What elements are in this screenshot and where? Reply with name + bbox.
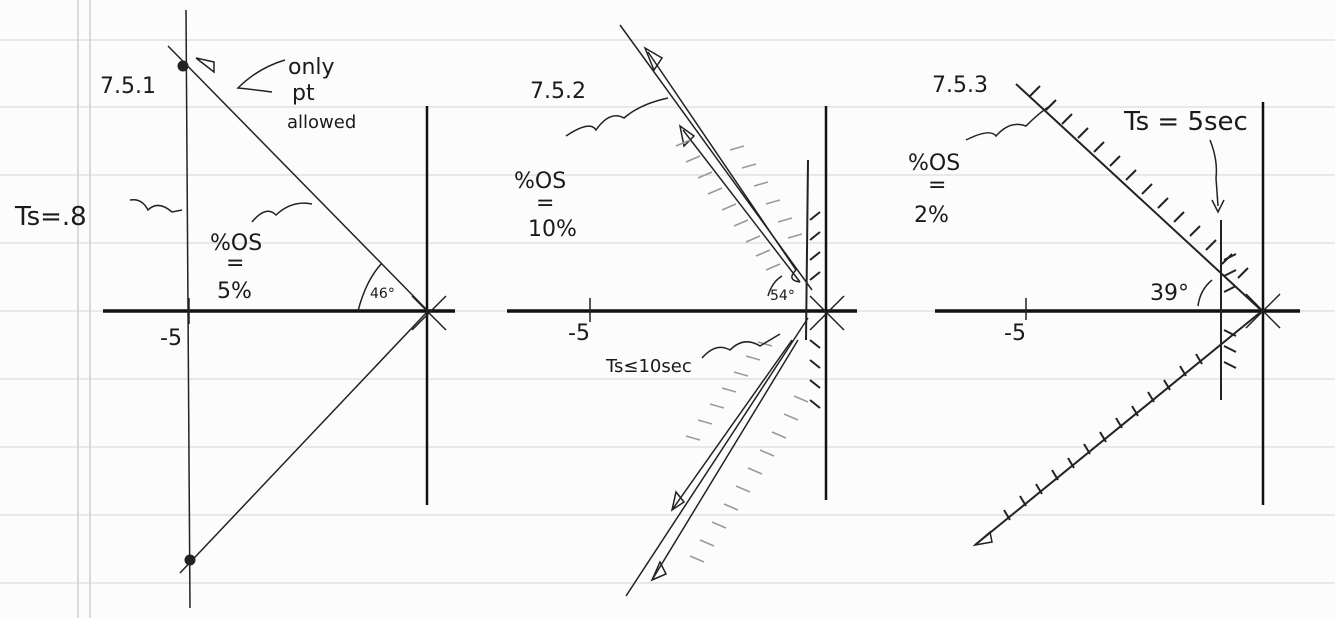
problem-label: 7.5.2 [530,79,586,104]
origin-cross [411,295,447,331]
problem-label: 7.5.1 [100,74,156,99]
overshoot-line-3: 10% [528,217,577,242]
overshoot-line-3: 2% [914,203,949,228]
damping-ray-lower [974,310,1263,546]
settling-time-label: Ts=.8 [14,202,87,232]
arrow-head [195,57,215,74]
squiggle-arrow [701,333,781,359]
damping-ray-lower [625,317,809,597]
squiggle-arrow [129,198,183,213]
squiggle-arrow [251,202,313,223]
settling-time-label: Ts≤10sec [605,356,692,377]
settling-time-label: Ts = 5sec [1123,107,1248,137]
angle-arc [1197,279,1213,307]
damping-ray-lower-inner [651,339,799,581]
note-line-3: allowed [287,112,356,133]
overshoot-line-3: 5% [217,279,252,304]
origin-cross [1245,293,1281,329]
arrow-head [650,560,668,582]
arrow-head [643,46,664,72]
allowed-pole-lower [184,554,196,566]
damping-ray-lower [179,310,429,574]
ink-hatching [1003,353,1203,521]
angle-label: 54° [770,288,795,304]
origin-cross [809,295,845,331]
tick-label: -5 [568,321,590,346]
overshoot-line-2: = [226,251,244,276]
overshoot-line-1: %OS [514,169,566,194]
damping-ray-upper-inner [682,129,801,283]
overshoot-line-1: %OS [210,231,262,256]
damping-ray-lower-inner [671,339,793,511]
ink-hatching [1223,253,1237,369]
settling-time-line [185,9,191,609]
squiggle-arrow [565,97,669,137]
overshoot-line-2: = [536,191,554,216]
note-line-1: only [288,55,335,80]
pencil-hatching [685,341,773,441]
overshoot-line-1: %OS [908,151,960,176]
problem-label: 7.5.3 [932,73,988,98]
diagram-7-5-3: 7.5.3 Ts = 5sec %OS = 2% 39° -5 [908,73,1300,547]
angle-arc [357,262,383,312]
tick-label: -5 [160,326,182,351]
angle-arc [767,275,783,297]
arrow-head [670,490,686,512]
pencil-hatching [689,395,809,563]
settling-time-line [805,159,809,341]
tick-label: -5 [1004,321,1026,346]
angle-label: 46° [370,286,395,302]
arrow-head [972,530,993,547]
damping-ray-upper-inner [647,51,797,271]
diagram-7-5-1: 7.5.1 only pt allowed Ts=.8 %OS = 5% 46°… [14,9,455,609]
diagram-7-5-2: 7.5.2 %OS = 10% 54° -5 Ts≤10sec [507,24,857,597]
pencil-hatching [729,145,803,239]
note-line-2: pt [292,81,315,106]
damping-ray-upper [167,45,429,312]
allowed-pole-upper [177,60,189,72]
squiggle-arrow [965,105,1051,141]
ray-tip [791,269,801,283]
pencil-hatching [675,139,781,271]
squiggle-arrow [236,59,286,93]
angle-label: 39° [1150,281,1189,306]
damping-ray-upper [1015,83,1263,312]
ink-hatching [809,211,821,409]
squiggle-arrow [1209,139,1219,207]
overshoot-line-2: = [928,173,946,198]
arrow-head [1211,199,1225,214]
